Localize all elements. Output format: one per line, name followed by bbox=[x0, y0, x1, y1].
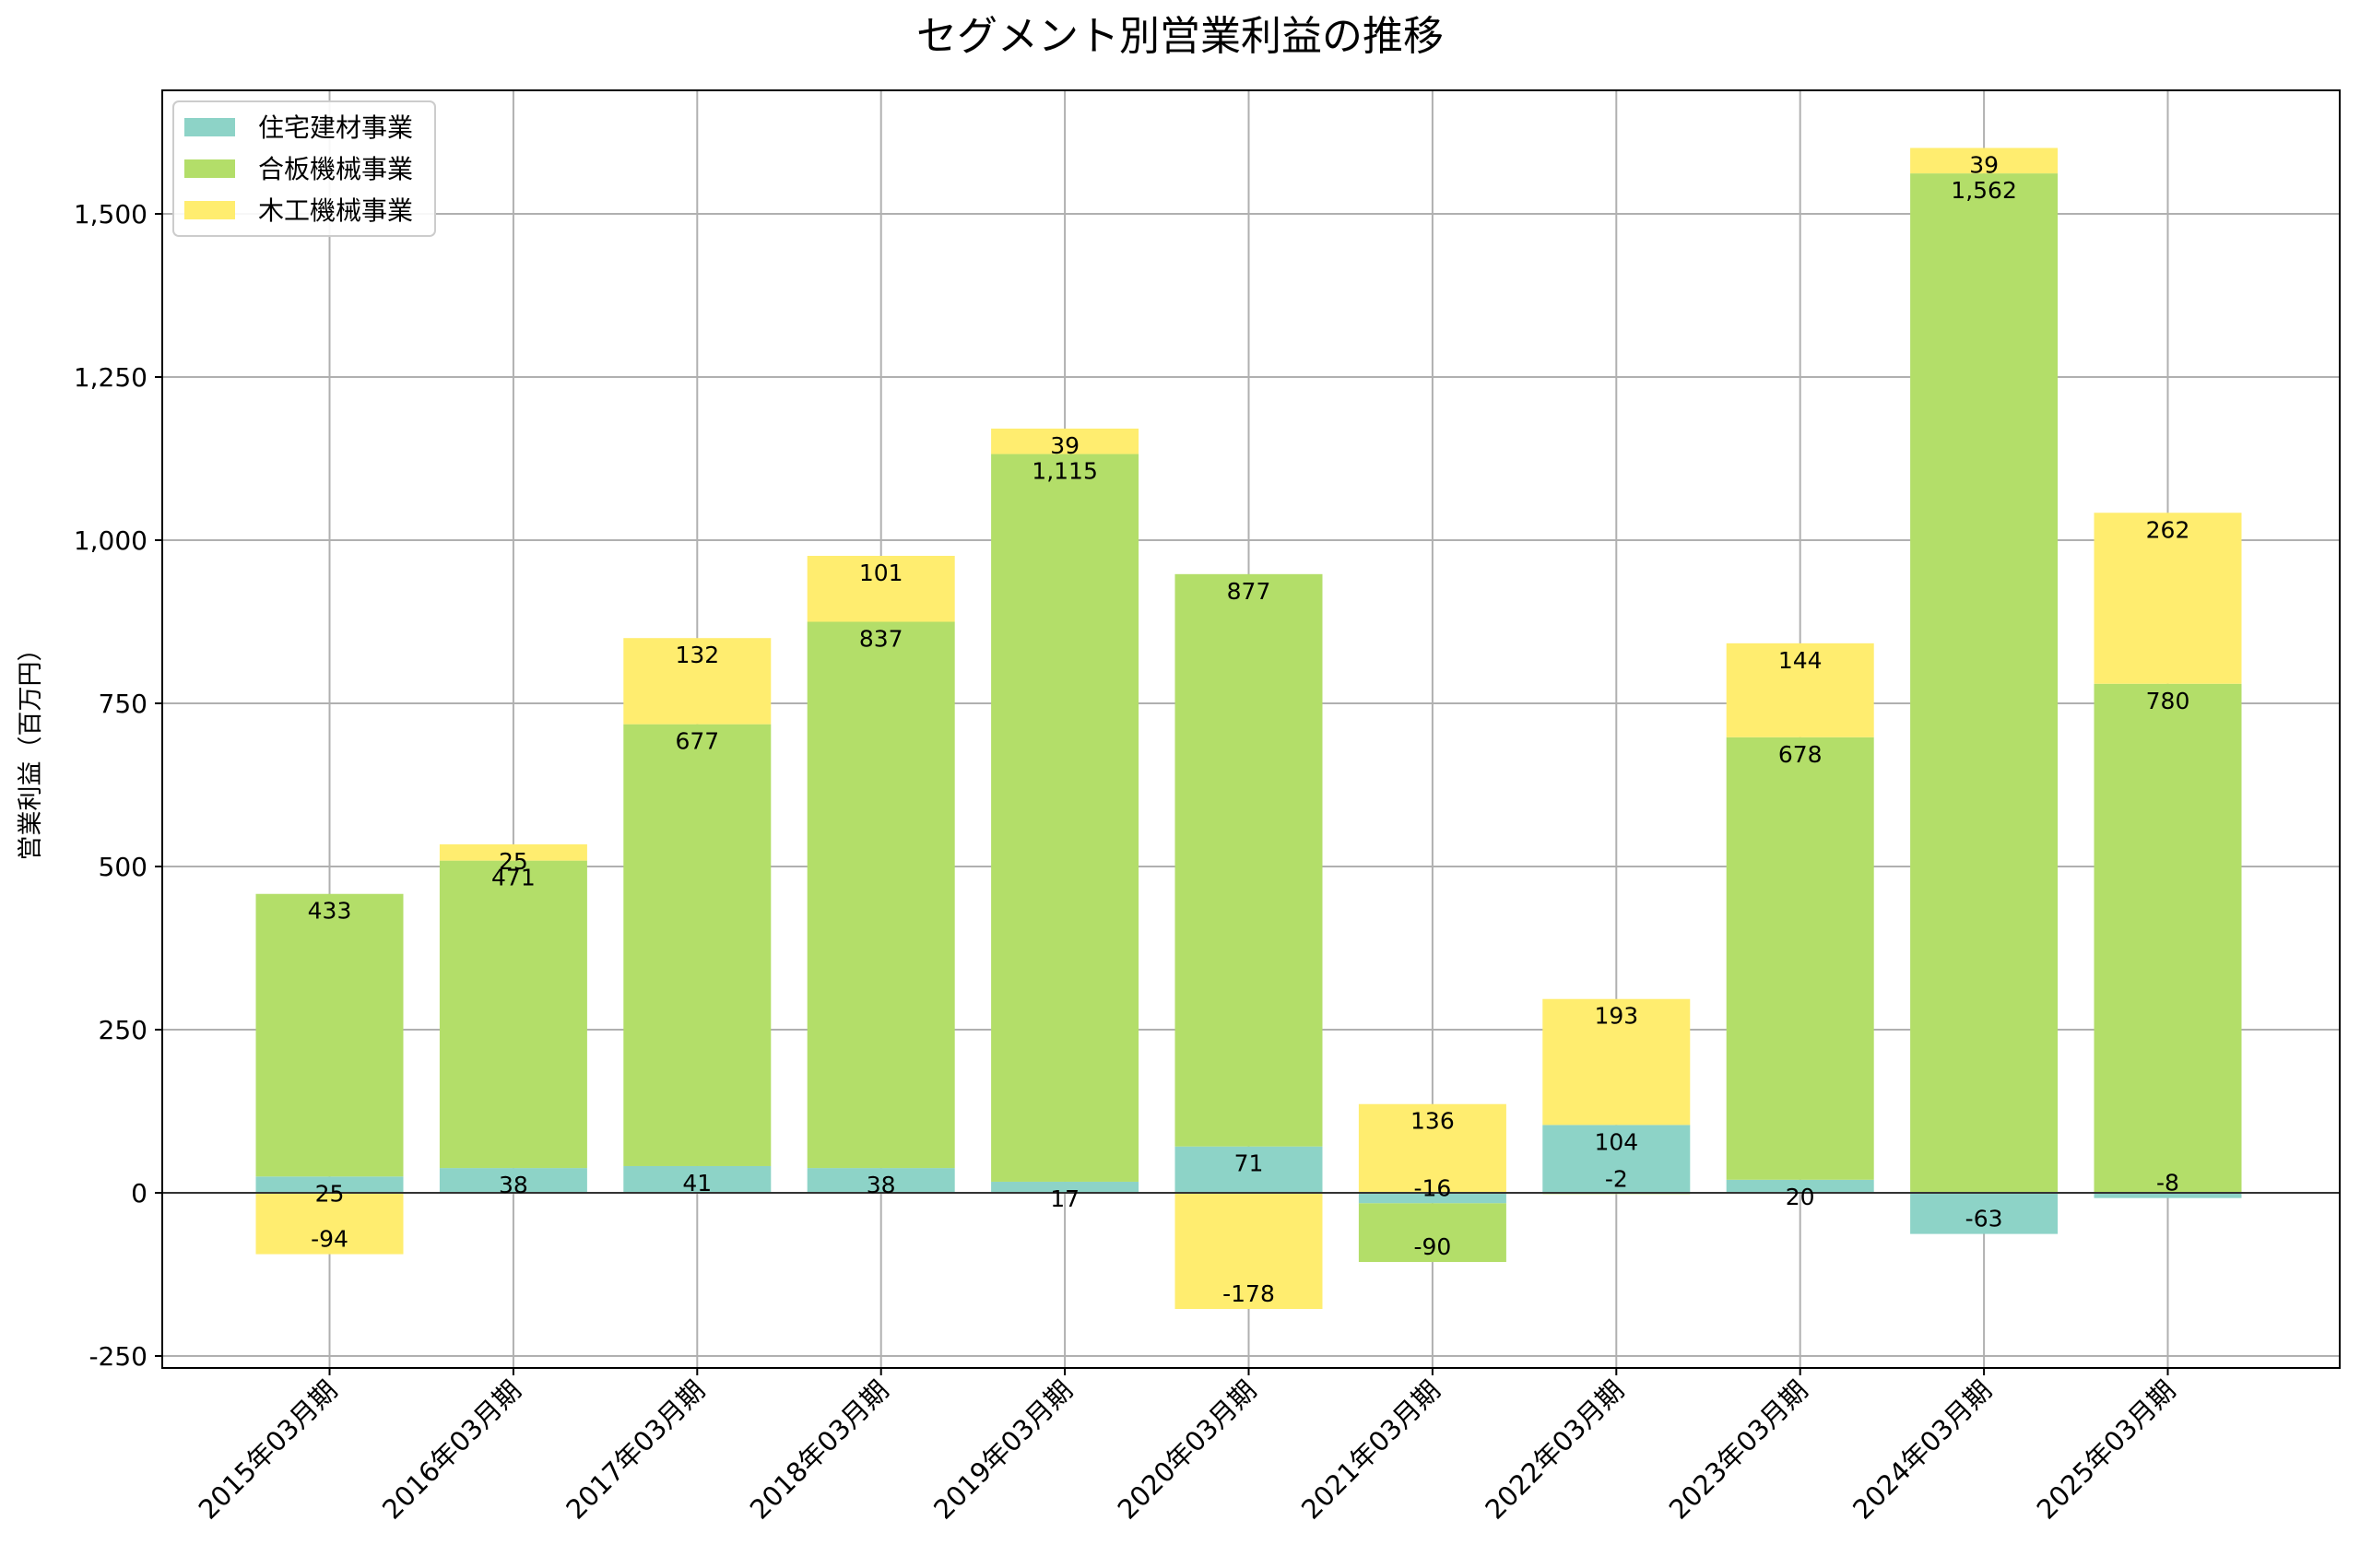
bar-segment-3 bbox=[1542, 998, 1691, 1126]
data-label: -94 bbox=[311, 1226, 348, 1253]
data-label: 101 bbox=[859, 560, 903, 586]
bar-segment-3 bbox=[1910, 147, 2059, 174]
bar-segment-3 bbox=[439, 843, 587, 861]
data-label: -63 bbox=[1965, 1206, 2003, 1232]
x-tick-label: 2023年03月期 bbox=[1663, 1374, 1814, 1526]
data-label: -90 bbox=[1413, 1233, 1451, 1260]
x-tick-label: 2020年03月期 bbox=[1112, 1374, 1263, 1526]
bar-segment-1 bbox=[807, 1168, 955, 1193]
x-tick-label: 2019年03月期 bbox=[927, 1374, 1079, 1526]
data-label: 136 bbox=[1410, 1108, 1455, 1135]
legend-box bbox=[172, 100, 436, 237]
legend-label: 合板機械事業 bbox=[258, 154, 413, 184]
bar-segment-1 bbox=[439, 1168, 587, 1193]
x-tick-label: 2018年03月期 bbox=[744, 1374, 895, 1526]
bar-segment-2 bbox=[807, 621, 955, 1169]
data-label: -178 bbox=[1222, 1280, 1275, 1307]
bar-segment-2 bbox=[255, 893, 404, 1177]
bar-segment-3 bbox=[1726, 643, 1874, 737]
data-label: -16 bbox=[1413, 1174, 1451, 1201]
data-label: 837 bbox=[859, 626, 903, 653]
data-label: 193 bbox=[1594, 1003, 1638, 1030]
bar-segment-2 bbox=[623, 724, 772, 1166]
data-label: 262 bbox=[2146, 516, 2190, 543]
data-label: 780 bbox=[2146, 688, 2190, 714]
data-label: 104 bbox=[1594, 1128, 1638, 1155]
legend-swatch bbox=[184, 118, 235, 136]
data-label: 25 bbox=[499, 848, 528, 875]
y-tick-label: 0 bbox=[131, 1178, 148, 1208]
y-tick-label: -250 bbox=[88, 1341, 148, 1372]
bar-segment-1 bbox=[1726, 1179, 1874, 1193]
data-label: -8 bbox=[2156, 1170, 2179, 1197]
data-label: 71 bbox=[1234, 1150, 1264, 1177]
bar-segment-2 bbox=[1910, 173, 2059, 1193]
bar-segment-3 bbox=[623, 638, 772, 725]
bar-segment-2 bbox=[439, 860, 587, 1169]
bar-segment-2 bbox=[2094, 683, 2242, 1193]
bar-segment-1 bbox=[1910, 1193, 2059, 1234]
data-label: 39 bbox=[1050, 432, 1080, 459]
legend-label: 住宅建材事業 bbox=[258, 112, 413, 143]
bar-segment-1 bbox=[1358, 1193, 1506, 1204]
data-label: 20 bbox=[1786, 1184, 1815, 1210]
bar-segment-1 bbox=[1174, 1146, 1323, 1193]
data-label: 877 bbox=[1227, 578, 1271, 605]
data-label: 433 bbox=[308, 898, 352, 925]
x-tick-label: 2017年03月期 bbox=[560, 1374, 711, 1526]
data-label: 38 bbox=[499, 1172, 528, 1198]
y-tick-label: 1,250 bbox=[74, 362, 148, 393]
bar-segment-3 bbox=[807, 555, 955, 622]
data-label: 471 bbox=[491, 865, 536, 891]
bar-segment-2 bbox=[1174, 573, 1323, 1147]
bar-segment-1 bbox=[255, 1176, 404, 1193]
bar-segment-1 bbox=[2094, 1193, 2242, 1198]
bar-segment-3 bbox=[991, 428, 1139, 454]
bar-segment-2 bbox=[1726, 737, 1874, 1180]
y-tick-label: 1,000 bbox=[74, 525, 148, 556]
data-label: 144 bbox=[1778, 647, 1823, 674]
x-tick-label: 2015年03月期 bbox=[193, 1374, 344, 1526]
x-tick-label: 2016年03月期 bbox=[376, 1374, 527, 1526]
bar-segment-2 bbox=[1358, 1203, 1506, 1263]
y-tick-label: 250 bbox=[99, 1015, 148, 1045]
data-label: 1,562 bbox=[1951, 177, 2017, 204]
x-tick-label: 2025年03月期 bbox=[2031, 1374, 2182, 1526]
legend-swatch bbox=[184, 201, 235, 219]
plot-frame bbox=[161, 89, 2341, 1369]
bar-segment-1 bbox=[1542, 1125, 1691, 1193]
bars-layer bbox=[255, 147, 2242, 1310]
data-label: 38 bbox=[867, 1172, 896, 1198]
x-tick-label: 2024年03月期 bbox=[1847, 1374, 1998, 1526]
data-label: 678 bbox=[1778, 741, 1823, 768]
x-tick-label: 2022年03月期 bbox=[1479, 1374, 1630, 1526]
data-labels-layer: 25433-9438471254167713238837101171,11539… bbox=[308, 151, 2190, 1307]
data-label: -2 bbox=[1605, 1165, 1628, 1192]
bar-segment-3 bbox=[255, 1193, 404, 1255]
bar-segment-3 bbox=[1174, 1193, 1323, 1310]
bar-segment-2 bbox=[991, 454, 1139, 1182]
data-label: 1,115 bbox=[1032, 458, 1098, 485]
bar-segment-1 bbox=[623, 1165, 772, 1193]
legend-label: 木工機械事業 bbox=[258, 195, 413, 226]
data-label: 17 bbox=[1050, 1185, 1080, 1212]
y-axis-label: 営業利益（百万円） bbox=[17, 637, 45, 861]
data-label: 132 bbox=[675, 642, 719, 668]
bar-segment-3 bbox=[2094, 513, 2242, 684]
chart-title: セグメント別営業利益の推移 bbox=[916, 13, 1444, 60]
data-label: 25 bbox=[315, 1180, 345, 1207]
bar-segment-3 bbox=[1358, 1103, 1506, 1193]
data-label: 677 bbox=[675, 728, 719, 755]
data-label: 41 bbox=[682, 1170, 712, 1197]
x-tick-label: 2021年03月期 bbox=[1295, 1374, 1446, 1526]
legend-swatch bbox=[184, 159, 235, 178]
bar-segment-1 bbox=[991, 1181, 1139, 1193]
y-tick-label: 500 bbox=[99, 852, 148, 882]
data-label: 39 bbox=[1969, 151, 1999, 178]
y-tick-label: 750 bbox=[99, 689, 148, 719]
y-tick-label: 1,500 bbox=[74, 199, 148, 230]
